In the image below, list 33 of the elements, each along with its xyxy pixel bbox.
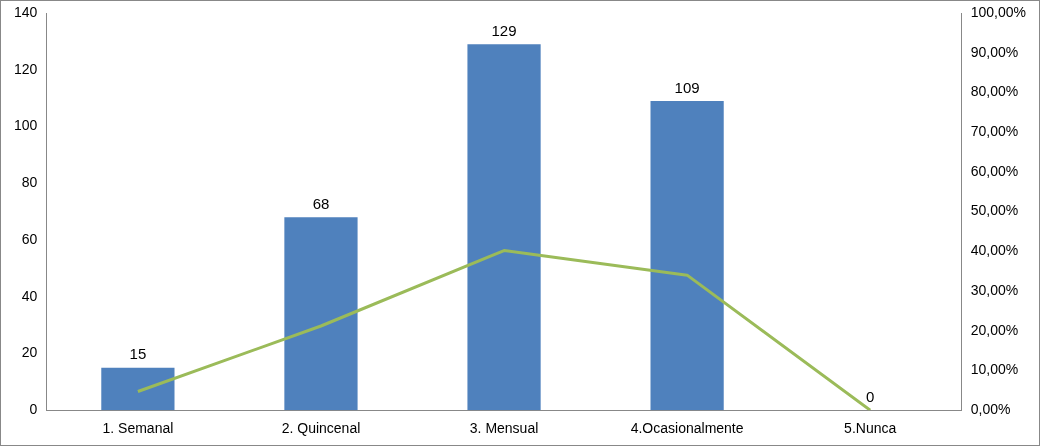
y-tick-label: 80 — [21, 174, 38, 191]
y-tick-label: 40 — [21, 287, 38, 304]
x-tick-label: 2. Quincenal — [281, 420, 361, 437]
y-tick-label: 100 — [14, 117, 38, 134]
bar — [101, 367, 175, 411]
data-label: 129 — [491, 21, 517, 39]
data-label: 109 — [674, 78, 700, 96]
x-tick-label: 3. Mensual — [469, 420, 539, 437]
y2-tick-label: 10,00% — [970, 361, 1019, 378]
y2-tick-label: 70,00% — [970, 123, 1019, 140]
x-tick-label: 5.Nunca — [844, 420, 897, 437]
y2-tick-label: 40,00% — [970, 242, 1019, 259]
y2-tick-label: 20,00% — [970, 321, 1019, 338]
y-tick-label: 60 — [21, 230, 38, 247]
y-tick-label: 0 — [29, 401, 38, 418]
y2-tick-label: 90,00% — [970, 43, 1019, 60]
bar — [650, 100, 724, 411]
bar — [467, 44, 541, 411]
x-tick-label: 4.Ocasionalmente — [630, 420, 744, 437]
y-tick-label: 120 — [14, 60, 38, 77]
y2-tick-label: 0,00% — [970, 401, 1011, 418]
y2-tick-label: 50,00% — [970, 202, 1019, 219]
y2-tick-label: 100,00% — [970, 3, 1027, 20]
y2-tick-label: 80,00% — [970, 83, 1019, 100]
x-tick-label: 1. Semanal — [102, 420, 174, 437]
y2-tick-label: 60,00% — [970, 162, 1019, 179]
data-label: 68 — [312, 194, 330, 212]
data-label: 15 — [129, 345, 147, 363]
data-label: 0 — [866, 387, 875, 405]
y-tick-label: 20 — [21, 344, 38, 361]
y-tick-label: 140 — [14, 3, 38, 20]
y2-tick-label: 30,00% — [970, 281, 1019, 298]
bar — [284, 217, 358, 411]
